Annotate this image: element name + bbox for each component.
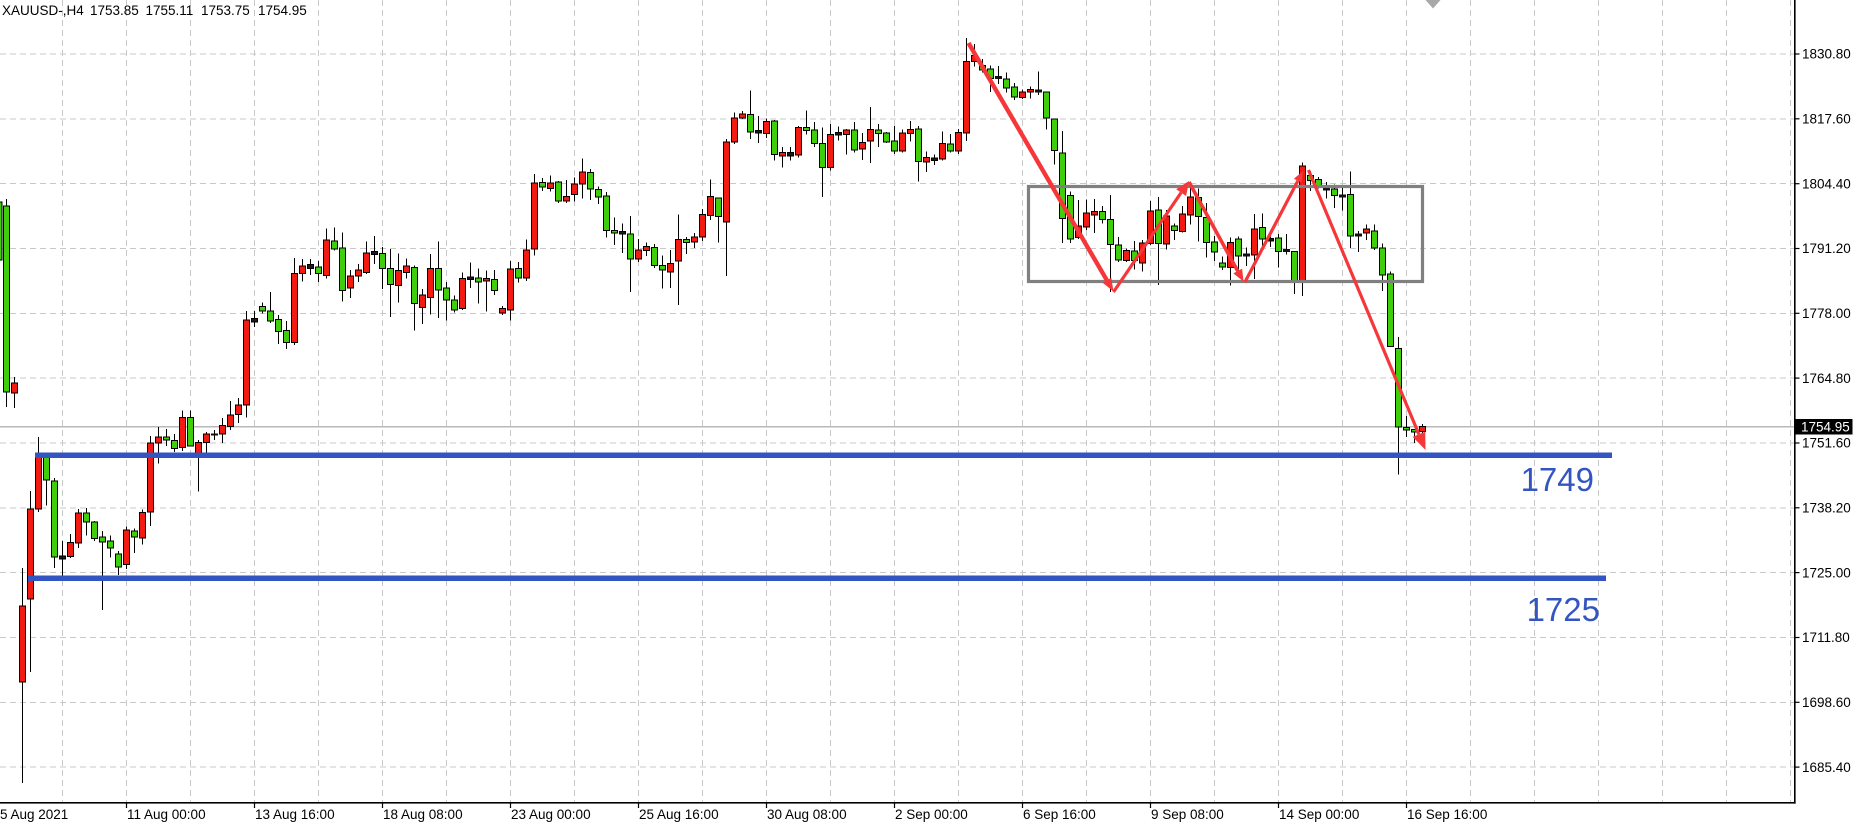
svg-text:1764.80: 1764.80 (1802, 371, 1851, 386)
svg-text:6 Sep 16:00: 6 Sep 16:00 (1023, 807, 1096, 822)
svg-text:1725.00: 1725.00 (1802, 565, 1851, 580)
svg-text:1738.20: 1738.20 (1802, 501, 1851, 516)
svg-text:1755.11: 1755.11 (146, 3, 194, 18)
svg-text:1778.00: 1778.00 (1802, 306, 1851, 321)
svg-text:5 Aug 2021: 5 Aug 2021 (0, 807, 68, 822)
svg-text:1685.40: 1685.40 (1802, 760, 1851, 775)
svg-text:1791.20: 1791.20 (1802, 241, 1851, 256)
svg-text:11 Aug 00:00: 11 Aug 00:00 (127, 807, 206, 822)
svg-text:1753.85: 1753.85 (90, 3, 139, 18)
svg-text:1751.60: 1751.60 (1802, 436, 1851, 451)
svg-text:16 Sep 16:00: 16 Sep 16:00 (1407, 807, 1487, 822)
svg-text:1817.60: 1817.60 (1802, 112, 1851, 127)
svg-text:23 Aug 00:00: 23 Aug 00:00 (511, 807, 591, 822)
svg-text:18 Aug 08:00: 18 Aug 08:00 (383, 807, 463, 822)
svg-text:1753.75: 1753.75 (201, 3, 250, 18)
svg-text:XAUUSD-,H4: XAUUSD-,H4 (2, 3, 84, 18)
svg-text:30 Aug 08:00: 30 Aug 08:00 (767, 807, 847, 822)
svg-text:25 Aug 16:00: 25 Aug 16:00 (639, 807, 719, 822)
svg-text:1754.95: 1754.95 (258, 3, 307, 18)
svg-text:1754.95: 1754.95 (1801, 419, 1850, 434)
svg-text:1725: 1725 (1527, 591, 1600, 628)
svg-text:14 Sep 00:00: 14 Sep 00:00 (1279, 807, 1359, 822)
svg-text:1830.80: 1830.80 (1802, 47, 1851, 62)
svg-text:9 Sep 08:00: 9 Sep 08:00 (1151, 807, 1224, 822)
svg-text:1698.60: 1698.60 (1802, 695, 1851, 710)
svg-text:1804.40: 1804.40 (1802, 176, 1851, 191)
svg-text:2 Sep 00:00: 2 Sep 00:00 (895, 807, 968, 822)
svg-text:1711.80: 1711.80 (1802, 630, 1850, 645)
svg-text:1749: 1749 (1521, 461, 1594, 498)
svg-text:13 Aug 16:00: 13 Aug 16:00 (255, 807, 335, 822)
